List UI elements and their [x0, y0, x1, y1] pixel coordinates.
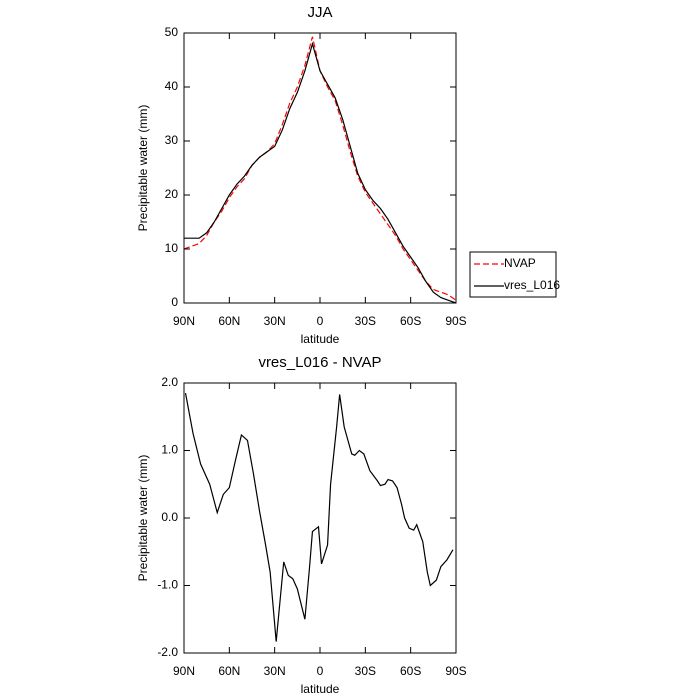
y-tick-label: 30 — [165, 133, 179, 147]
x-tick-label: 30N — [264, 314, 286, 328]
data-line — [183, 36, 457, 301]
legend-box — [469, 251, 557, 298]
x-tick-label: 60N — [218, 664, 240, 678]
y-tick-label: 0 — [171, 295, 178, 309]
data-line — [184, 393, 454, 642]
y-tick-label: -1.0 — [157, 578, 178, 592]
legend-label: vres_L016 — [504, 278, 560, 292]
y-tick-label: 2.0 — [161, 375, 178, 389]
y-tick-label: 50 — [165, 25, 179, 39]
x-tick-label: 90S — [445, 314, 466, 328]
x-tick-label: 0 — [317, 314, 324, 328]
y-tick-label: 20 — [165, 187, 179, 201]
x-tick-label: 60S — [400, 664, 421, 678]
chart-title: vres_L016 - NVAP — [258, 354, 381, 371]
x-axis-label: latitude — [301, 332, 340, 346]
x-tick-label: 30S — [355, 314, 376, 328]
x-tick-label: 30N — [264, 664, 286, 678]
y-tick-label: 40 — [165, 79, 179, 93]
data-line — [184, 41, 457, 304]
y-tick-label: 1.0 — [161, 443, 178, 457]
plot-frame — [183, 382, 457, 654]
x-tick-label: 30S — [355, 664, 376, 678]
y-axis-label: Precipitable water (mm) — [136, 105, 150, 232]
x-tick-label: 90S — [445, 664, 466, 678]
x-axis-label: latitude — [301, 682, 340, 696]
legend-label: NVAP — [504, 256, 536, 270]
chart-title: JJA — [307, 4, 332, 21]
x-tick-label: 60S — [400, 314, 421, 328]
y-tick-label: 0.0 — [161, 510, 178, 524]
x-tick-label: 60N — [218, 314, 240, 328]
x-tick-label: 90N — [173, 664, 195, 678]
y-axis-label: Precipitable water (mm) — [136, 455, 150, 582]
y-tick-label: -2.0 — [157, 645, 178, 659]
plot-frame — [183, 32, 457, 304]
x-tick-label: 90N — [173, 314, 195, 328]
x-tick-label: 0 — [317, 664, 324, 678]
y-tick-label: 10 — [165, 241, 179, 255]
